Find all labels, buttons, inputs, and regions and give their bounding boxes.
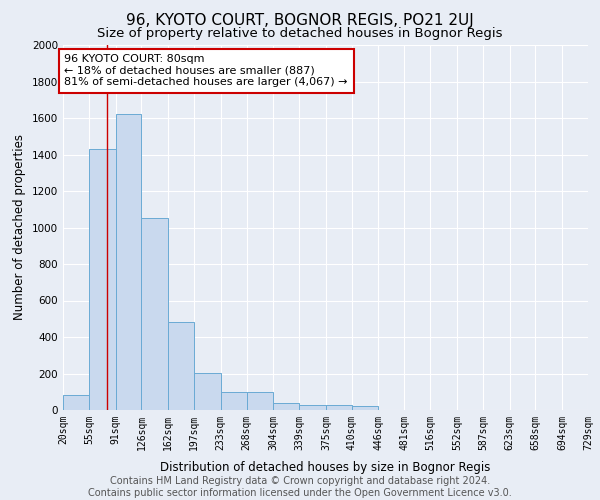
Bar — [352, 406, 379, 410]
Bar — [326, 406, 352, 410]
Text: 96, KYOTO COURT, BOGNOR REGIS, PO21 2UJ: 96, KYOTO COURT, BOGNOR REGIS, PO21 2UJ — [126, 12, 474, 28]
Bar — [194, 372, 221, 410]
Text: 96 KYOTO COURT: 80sqm
← 18% of detached houses are smaller (887)
81% of semi-det: 96 KYOTO COURT: 80sqm ← 18% of detached … — [64, 54, 348, 88]
X-axis label: Distribution of detached houses by size in Bognor Regis: Distribution of detached houses by size … — [160, 461, 491, 474]
Bar — [89, 149, 116, 410]
Bar — [299, 404, 326, 410]
Bar — [142, 218, 168, 410]
Bar — [247, 392, 273, 410]
Text: Size of property relative to detached houses in Bognor Regis: Size of property relative to detached ho… — [97, 28, 503, 40]
Y-axis label: Number of detached properties: Number of detached properties — [13, 134, 26, 320]
Bar — [63, 396, 89, 410]
Bar — [116, 114, 142, 410]
Bar — [168, 322, 194, 410]
Bar — [221, 392, 247, 410]
Bar — [273, 402, 299, 410]
Text: Contains HM Land Registry data © Crown copyright and database right 2024.
Contai: Contains HM Land Registry data © Crown c… — [88, 476, 512, 498]
